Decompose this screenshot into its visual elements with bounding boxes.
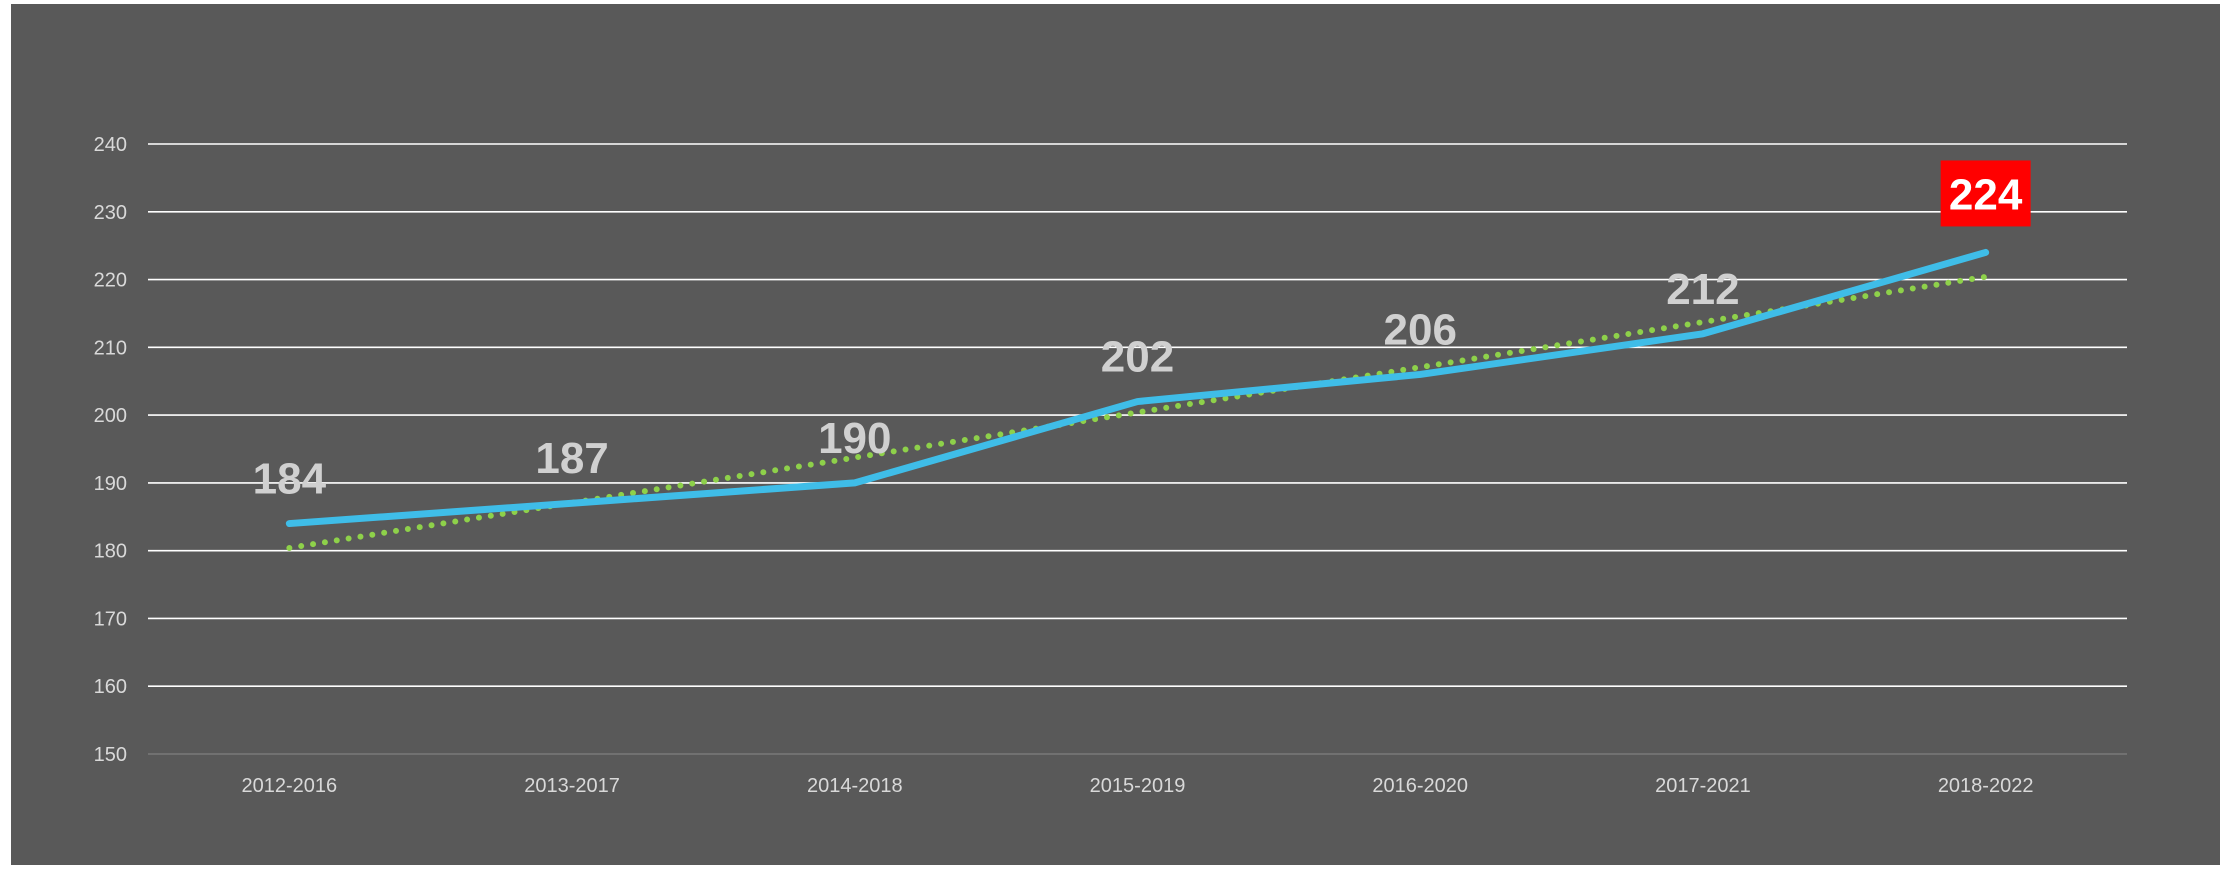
y-tick-label: 180 bbox=[94, 541, 127, 563]
y-tick-label: 170 bbox=[94, 608, 127, 630]
data-label: 190 bbox=[818, 414, 891, 463]
data-label: 202 bbox=[1101, 333, 1174, 382]
y-tick-label: 240 bbox=[94, 134, 127, 156]
data-label: 212 bbox=[1666, 265, 1739, 314]
data-labels: 184 187 190 202 206 212 224 bbox=[253, 160, 2031, 504]
y-tick-label: 160 bbox=[94, 676, 127, 698]
y-tick-label: 190 bbox=[94, 473, 127, 495]
y-tick-label: 200 bbox=[94, 405, 127, 427]
y-axis: 150 160 170 180 190 200 210 220 230 240 bbox=[94, 134, 127, 766]
x-axis: 2012-2016 2013-2017 2014-2018 2015-2019 2016… bbox=[242, 775, 2034, 797]
series-line bbox=[285, 248, 1990, 528]
x-tick-label: 2014-2018 bbox=[807, 775, 903, 797]
x-tick-label: 2013-2017 bbox=[524, 775, 620, 797]
x-tick-label: 2017-2021 bbox=[1655, 775, 1751, 797]
data-label-highlight: 224 bbox=[1949, 170, 2023, 219]
y-tick-label: 220 bbox=[94, 270, 127, 292]
data-label: 184 bbox=[253, 455, 327, 504]
y-tick-label: 210 bbox=[94, 337, 127, 359]
series-layer bbox=[285, 248, 1990, 528]
y-tick-label: 230 bbox=[94, 202, 127, 224]
x-tick-label: 2012-2016 bbox=[242, 775, 338, 797]
y-tick-label: 150 bbox=[94, 744, 127, 766]
data-label: 206 bbox=[1384, 305, 1457, 354]
data-label: 187 bbox=[535, 434, 608, 483]
chart-background bbox=[11, 4, 2220, 865]
x-tick-label: 2018-2022 bbox=[1938, 775, 2034, 797]
gridlines bbox=[148, 143, 2127, 755]
highlight-label-box bbox=[1940, 160, 2031, 227]
x-tick-label: 2015-2019 bbox=[1090, 775, 1186, 797]
x-tick-label: 2016-2020 bbox=[1372, 775, 1468, 797]
